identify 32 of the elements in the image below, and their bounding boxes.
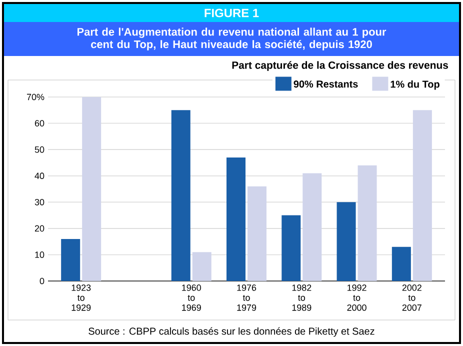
y-tick-label: 0 — [40, 278, 44, 284]
x-tick-label: 1923 to 1929 — [72, 284, 91, 311]
bar — [392, 246, 411, 281]
bar — [282, 215, 301, 281]
y-tick-label: 50 — [34, 146, 44, 153]
source-note: Source : CBPP calculs basés sur les données de Piketty et Saez — [88, 327, 374, 337]
bar — [171, 110, 190, 281]
y-tick-label: 40 — [34, 172, 44, 180]
legend-label: 90% Restants — [294, 80, 358, 88]
y-tick-label: 70% — [26, 94, 44, 100]
bar — [61, 238, 80, 281]
bar — [226, 157, 246, 281]
legend-label: 1% du Top — [390, 80, 440, 90]
y-tick-label: 30 — [34, 198, 44, 206]
x-tick-label: 1976 to 1979 — [237, 284, 256, 311]
bar — [192, 252, 212, 281]
chart-subtitle: Part de l'Augmentation du revenu national allant au 1 pour cent du Top, le Haut niveaude la société, depuis 1920 — [77, 28, 386, 50]
bar — [412, 110, 432, 281]
y-tick-label: 20 — [34, 225, 44, 232]
chart-title: FIGURE 1 — [204, 8, 259, 18]
bar — [248, 186, 267, 281]
x-tick-label: 1992 to 2000 — [347, 284, 366, 311]
bar — [358, 165, 377, 281]
bar — [302, 173, 322, 281]
x-tick-label: 2002 to 2007 — [402, 284, 422, 311]
x-tick-label: 1960 to 1969 — [182, 284, 201, 311]
text: Part capturée de la Croissance des revenus — [232, 61, 448, 71]
x-tick-label: 1982 to 1989 — [292, 284, 312, 311]
bar — [336, 202, 356, 281]
y-tick-label: 60 — [34, 120, 44, 126]
bar — [82, 97, 102, 281]
y-tick-label: 10 — [35, 252, 44, 258]
